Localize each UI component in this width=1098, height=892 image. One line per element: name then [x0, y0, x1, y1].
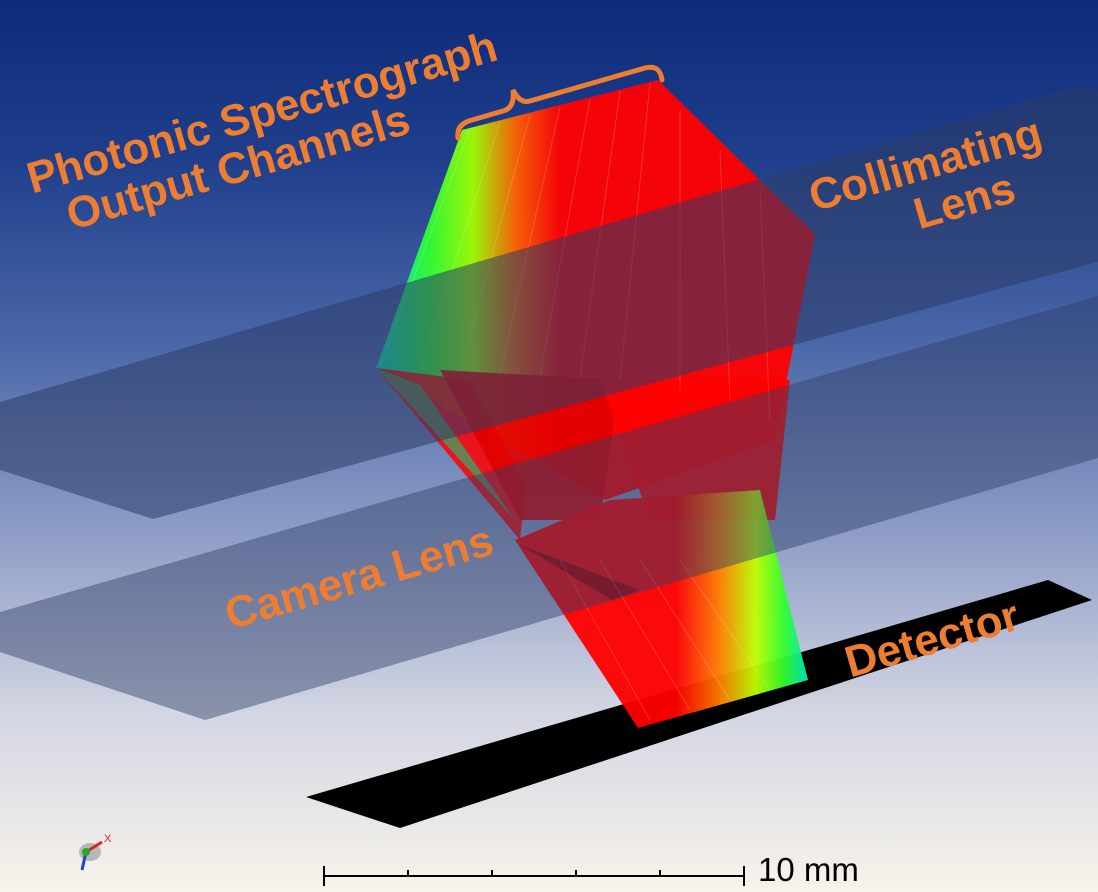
ray-fan-lower-dark [520, 545, 640, 600]
ray-fan-lower [515, 490, 808, 728]
channels-bracket [455, 64, 665, 141]
ray-fan-cone-right [600, 380, 790, 520]
scale-bar-label: 10 mm [758, 851, 859, 888]
camera-lens-plane [0, 296, 1098, 720]
collimating-lens-plane [0, 86, 1098, 519]
axis-triad: X [79, 833, 112, 871]
scale-bar [323, 866, 745, 886]
axis-x-label: X [104, 833, 112, 845]
